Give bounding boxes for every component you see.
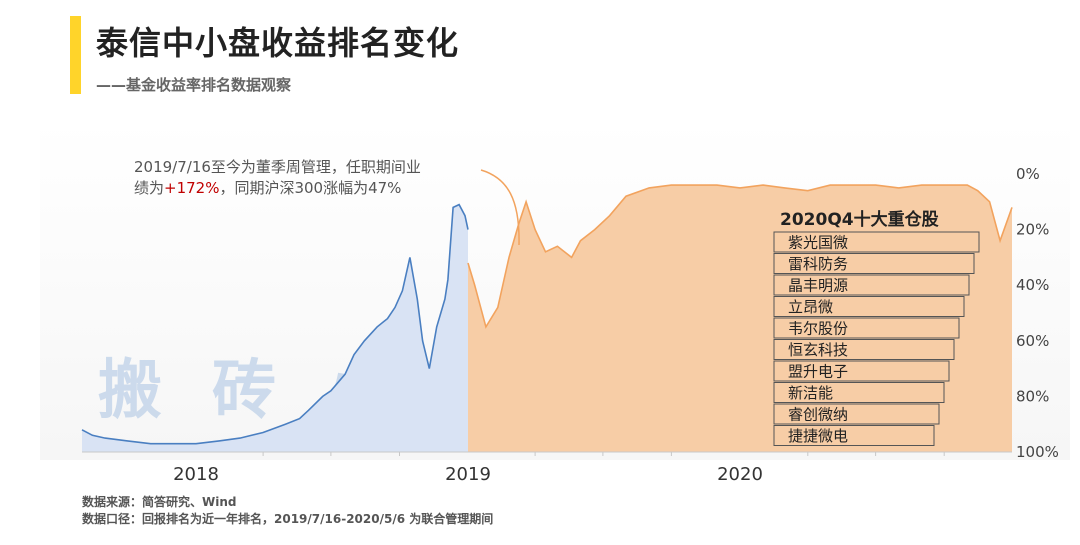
annotation-prefix: 绩为 <box>134 179 164 197</box>
page-subtitle: ——基金收益率排名数据观察 <box>96 76 292 94</box>
y-tick-label: 100% <box>1016 443 1059 461</box>
holding-name: 新洁能 <box>788 384 833 402</box>
holding-name: 韦尔股份 <box>788 320 848 338</box>
annotation-highlight: +172% <box>164 179 219 197</box>
holding-box <box>773 231 980 253</box>
line-before <box>81 203 469 445</box>
y-tick-label: 80% <box>1016 387 1049 405</box>
holding-name: 紫光国微 <box>788 234 848 252</box>
holding-box <box>773 253 975 274</box>
y-tick-label: 40% <box>1016 276 1049 294</box>
y-tick-label: 60% <box>1016 332 1049 350</box>
watermark-char-2: 砖 <box>212 354 276 428</box>
holding-name: 立昂微 <box>788 298 833 316</box>
holding-box <box>773 274 970 296</box>
holding-box <box>773 317 960 339</box>
annotation-line1: 2019/7/16至今为董季周管理，任职期间业 <box>134 158 421 176</box>
footer-note: 数据口径：回报排名为近一年排名，2019/7/16-2020/5/6 为联合管理… <box>82 512 494 526</box>
holding-box <box>773 382 945 403</box>
holding-name: 晶丰明源 <box>788 277 848 295</box>
holding-box <box>773 360 950 382</box>
holding-box <box>773 296 965 317</box>
x-tick-label: 2018 <box>173 464 219 485</box>
holding-name: 雷科防务 <box>788 255 848 273</box>
annotation-line2: 绩为+172%，同期沪深300涨幅为47% <box>134 179 401 197</box>
holding-name: 捷捷微电 <box>788 427 848 445</box>
annotation-suffix: ，同期沪深300涨幅为47% <box>219 179 401 197</box>
watermark-char-1: 搬 <box>98 354 162 428</box>
area-before <box>82 204 468 452</box>
y-tick-label: 20% <box>1016 221 1049 239</box>
y-tick-label: 0% <box>1016 165 1040 183</box>
accent-bar <box>70 16 81 94</box>
annotation-connector <box>480 169 520 246</box>
holding-box <box>773 339 955 360</box>
x-axis-ticks: 2018 2019 2020 <box>173 452 945 485</box>
footer-source: 数据来源：简答研究、Wind <box>82 495 237 509</box>
page-title: 泰信中小盘收益排名变化 <box>96 24 460 62</box>
holding-name: 盟升电子 <box>788 363 848 381</box>
holding-box <box>773 425 935 446</box>
line-after <box>467 184 1013 329</box>
y-axis-ticks: 0% 20% 40% 60% 80% 100% <box>1016 165 1059 461</box>
x-tick-label: 2020 <box>717 464 763 485</box>
holding-box <box>773 403 940 425</box>
holdings-title: 2020Q4十大重仓股 <box>780 209 939 230</box>
holding-name: 睿创微纳 <box>788 406 848 424</box>
holding-name: 恒玄科技 <box>788 341 848 359</box>
x-tick-label: 2019 <box>445 464 491 485</box>
